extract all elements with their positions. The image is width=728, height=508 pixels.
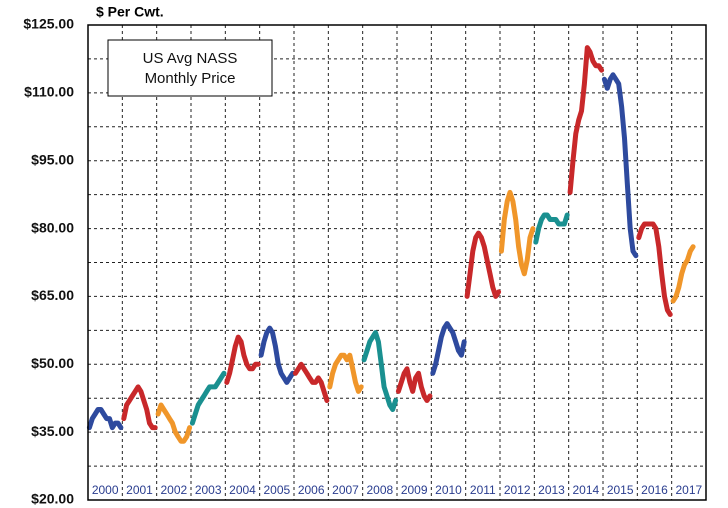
price-line	[670, 244, 696, 304]
price-line	[121, 384, 158, 431]
x-tick-label: 2010	[435, 483, 462, 497]
x-tick-label: 2006	[298, 483, 325, 497]
price-line	[189, 370, 227, 426]
x-tick-label: 2001	[126, 483, 153, 497]
annotation-box	[107, 39, 273, 97]
y-tick-label: $35.00	[31, 423, 74, 439]
x-tick-label: 2011	[470, 483, 496, 497]
y-tick-label: $65.00	[31, 287, 74, 303]
price-line	[533, 212, 570, 245]
x-tick-label: 2005	[263, 483, 290, 497]
x-tick-label: 2017	[675, 483, 702, 497]
price-line	[430, 321, 467, 376]
x-tick-label: 2009	[401, 483, 428, 497]
y-tick-label: $125.00	[23, 16, 74, 32]
x-tick-label: 2007	[332, 483, 359, 497]
price-line	[361, 330, 399, 412]
price-line	[224, 334, 261, 385]
price-line	[601, 72, 639, 259]
y-tick-label: $20.00	[31, 491, 74, 507]
x-tick-label: 2000	[92, 483, 119, 497]
x-tick-label: 2012	[504, 483, 531, 497]
y-tick-label: $80.00	[31, 219, 74, 235]
price-line	[258, 325, 296, 385]
price-line	[498, 189, 536, 277]
x-tick-label: 2013	[538, 483, 565, 497]
x-tick-label: 2016	[641, 483, 668, 497]
price-line	[155, 402, 193, 444]
price-line	[327, 352, 364, 394]
x-tick-label: 2004	[229, 483, 256, 497]
x-tick-label: 2003	[195, 483, 222, 497]
plot-border	[87, 24, 707, 501]
price-line	[395, 366, 433, 403]
x-tick-label: 2015	[607, 483, 634, 497]
price-line	[636, 221, 673, 317]
y-tick-label: $50.00	[31, 355, 74, 371]
x-tick-label: 2002	[160, 483, 187, 497]
annotation-text: Monthly Price	[145, 70, 236, 87]
annotation-text: US Avg NASS	[143, 50, 238, 67]
price-line	[292, 361, 330, 403]
price-line	[86, 407, 124, 431]
y-tick-label: $110.00	[24, 84, 74, 100]
price-line	[567, 45, 605, 195]
y-tick-label: $95.00	[31, 151, 74, 167]
x-tick-label: 2008	[366, 483, 393, 497]
y-axis-label: $ Per Cwt.	[96, 4, 164, 20]
price-line	[464, 230, 502, 299]
x-tick-label: 2014	[572, 483, 599, 497]
